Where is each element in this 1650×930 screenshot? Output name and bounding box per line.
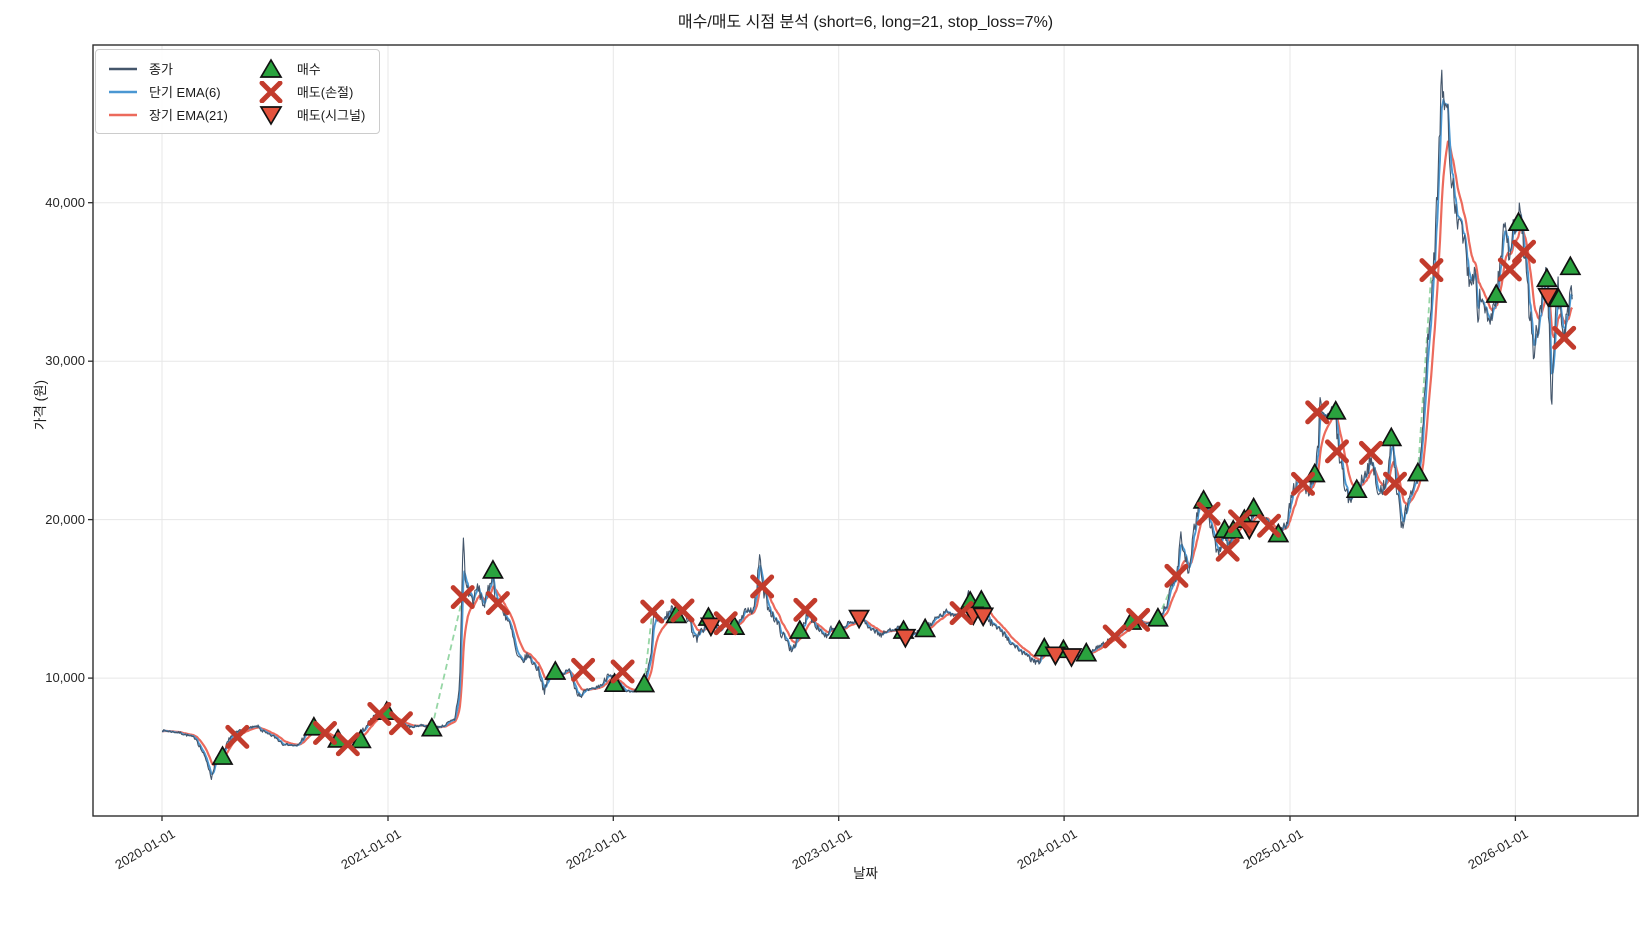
y-axis-title: 가격 (원) (33, 380, 48, 431)
trade-connector (430, 596, 464, 729)
stop-loss-marker (1497, 257, 1522, 282)
stop-loss-marker (571, 657, 596, 682)
stop-loss-marker (1512, 239, 1537, 264)
buy-marker (481, 559, 504, 579)
ema-short-line (161, 98, 1574, 776)
buy-marker (633, 672, 656, 693)
legend-item-label: 단기 EMA(6) (149, 85, 221, 100)
sell-signal-marker (848, 609, 871, 630)
legend-item-label: 종가 (149, 62, 173, 77)
stop-loss-marker (713, 611, 738, 636)
stop-loss-marker (335, 732, 360, 757)
legend-item: 매수 (254, 57, 365, 80)
buy-marker (1547, 287, 1570, 308)
legend-item-label: 매수 (296, 62, 321, 77)
stop-loss-marker (1257, 513, 1282, 538)
buy-marker (1485, 283, 1508, 303)
buy-marker (420, 716, 443, 737)
stop-loss-marker (1358, 440, 1383, 465)
legend-stop-glyph (259, 80, 283, 103)
legend-item: 종가 (106, 57, 228, 80)
buy-marker (1345, 478, 1368, 499)
legend-item-label: 장기 EMA(21) (149, 108, 228, 123)
sell-signal-marker (894, 628, 917, 649)
stop-loss-marker (1164, 563, 1189, 588)
legend-item: 장기 EMA(21) (106, 103, 228, 126)
buy-marker (211, 745, 234, 765)
sell-signal-marker (972, 607, 995, 628)
buy-marker (1075, 641, 1098, 662)
legend-buy-glyph (259, 57, 283, 78)
buy-marker (1406, 461, 1429, 482)
stop-loss-marker (1383, 471, 1408, 496)
stop-loss-marker (670, 598, 695, 623)
stop-loss-marker (1305, 400, 1330, 425)
stop-loss-marker (610, 659, 635, 684)
sell-signal-marker (699, 617, 722, 638)
legend-line-glyph (109, 90, 137, 93)
plot-border (92, 44, 1639, 817)
x-axis-title: 날짜 (853, 866, 878, 881)
stop-loss-marker (1215, 537, 1240, 562)
stop-loss-marker (1196, 501, 1221, 526)
buy-marker (1535, 267, 1558, 288)
y-tick-label: 30,000 (45, 353, 85, 368)
legend-line-glyph (109, 113, 137, 116)
stop-loss-marker (1126, 607, 1151, 632)
stop-loss-marker (750, 574, 775, 599)
buy-marker (1507, 211, 1530, 232)
stop-loss-marker (1552, 325, 1577, 350)
stop-loss-marker (225, 724, 250, 749)
stop-loss-marker (367, 701, 392, 726)
close-line (161, 69, 1573, 781)
buy-marker (914, 617, 937, 638)
legend-item: 단기 EMA(6) (106, 80, 228, 103)
stop-loss-marker (450, 585, 475, 610)
stop-loss-marker (949, 601, 974, 626)
buy-marker (1380, 426, 1403, 447)
y-tick-label: 40,000 (45, 195, 85, 210)
y-tick-label: 10,000 (45, 670, 85, 685)
legend-item-label: 매도(손절) (296, 85, 354, 100)
trade-connector (643, 611, 654, 685)
buy-marker (544, 660, 567, 680)
legend: 종가 단기 EMA(6) 장기 EMA(21) 매수 매도(손절) 매도(시그널… (95, 49, 381, 134)
buy-marker (788, 619, 811, 639)
legend-signal-glyph (259, 105, 283, 126)
buy-marker (1559, 255, 1582, 276)
buy-marker (1324, 400, 1347, 420)
stop-loss-marker (1228, 509, 1253, 534)
stop-loss-marker (388, 711, 413, 736)
sell-signal-marker (1060, 648, 1083, 668)
buy-marker (1146, 606, 1169, 627)
stop-loss-marker (1324, 439, 1349, 464)
stop-loss-marker (1291, 471, 1316, 496)
stop-loss-marker (485, 591, 510, 616)
legend-item: 매도(손절) (254, 80, 365, 103)
legend-item-label: 매도(시그널) (296, 108, 366, 123)
y-tick-label: 20,000 (45, 512, 85, 527)
trade-connector (1157, 575, 1178, 619)
chart-title: 매수/매도 시점 분석 (short=6, long=21, stop_loss… (677, 14, 1054, 31)
sell-signal-marker (1537, 287, 1560, 308)
legend-line-glyph (109, 67, 137, 70)
ema-long-line (161, 140, 1574, 767)
stop-loss-marker (1419, 258, 1444, 283)
sell-signal-marker (1044, 646, 1067, 667)
stop-loss-marker (640, 599, 665, 624)
legend-item: 매도(시그널) (254, 103, 365, 126)
stop-loss-marker (313, 720, 338, 745)
stop-loss-marker (1102, 624, 1127, 649)
stop-loss-marker (793, 597, 818, 622)
trade-connector (1416, 270, 1433, 474)
buy-marker (828, 619, 851, 639)
